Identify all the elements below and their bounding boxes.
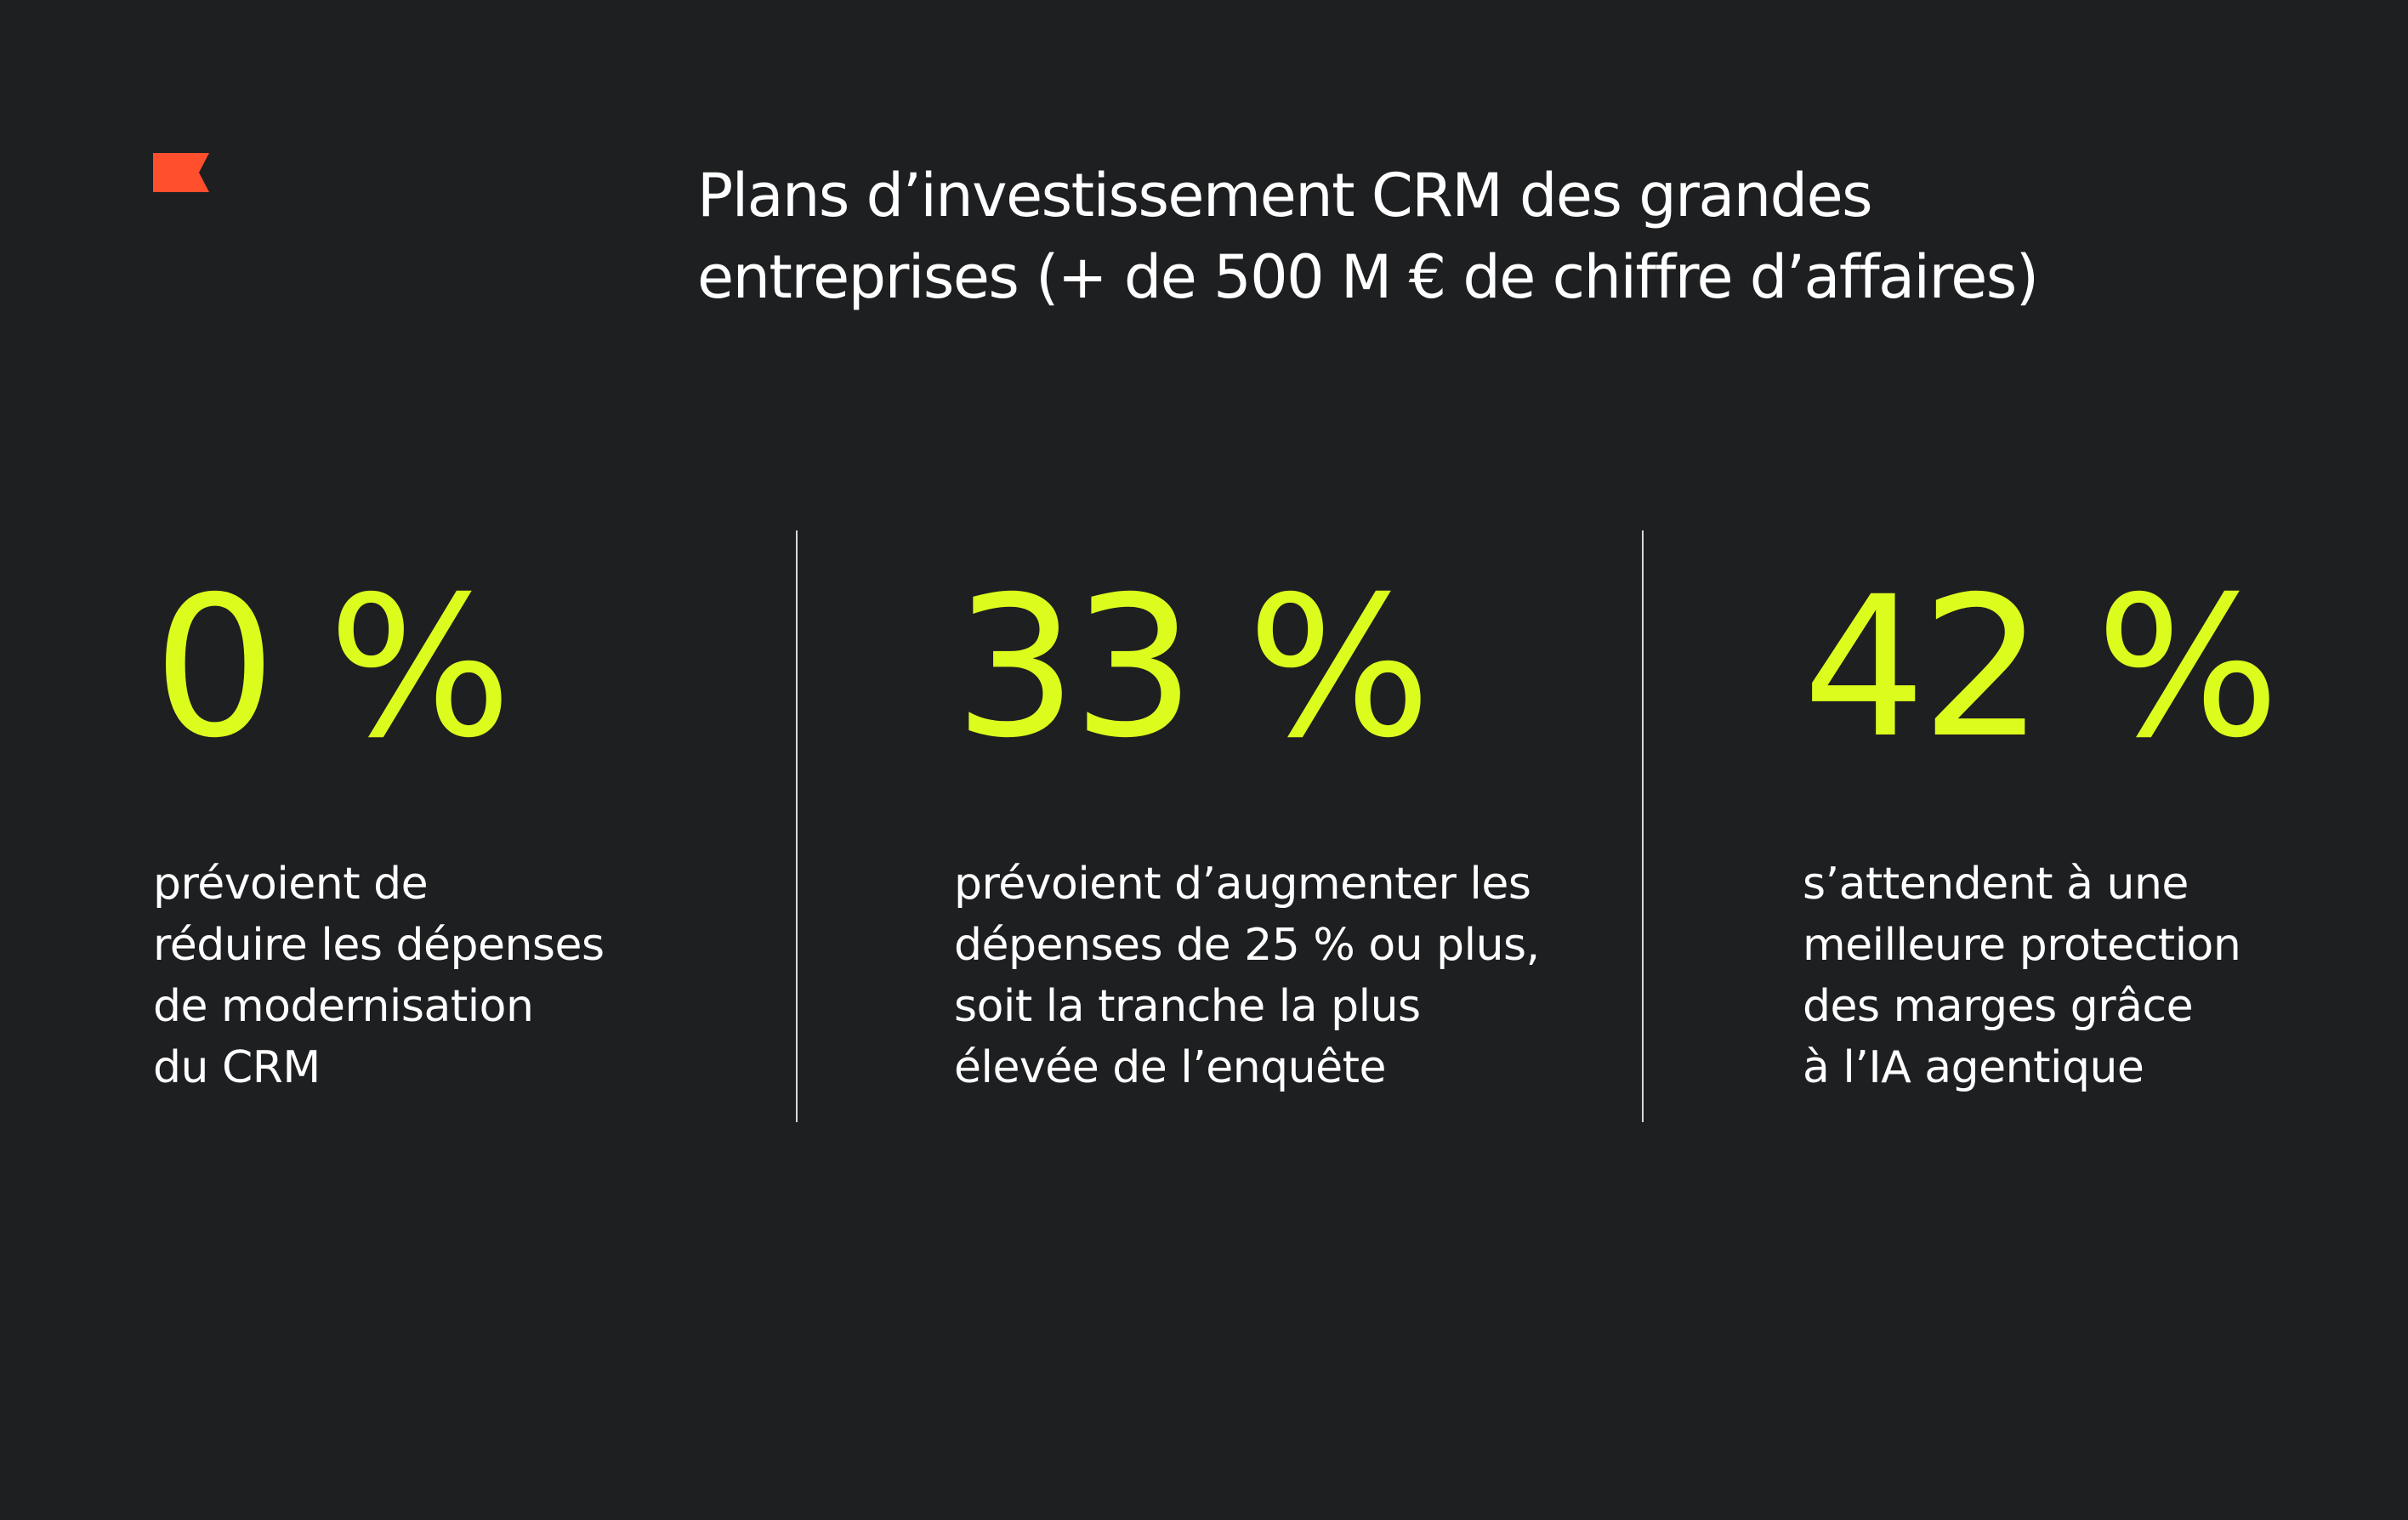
stat-description-line: prévoient de <box>153 859 429 910</box>
stat-description-line: des marges grâce <box>1803 981 2194 1032</box>
stat-description-line: meilleure protection <box>1803 920 2241 971</box>
column-divider <box>796 530 798 1122</box>
stat-description-line: prévoient d’augmenter les <box>954 859 1531 910</box>
title-line-1: Plans d’investissement CRM des grandes <box>697 161 1873 230</box>
stat-description: s’attendent à une meilleure protection d… <box>1803 854 2275 1098</box>
stat-description: prévoient d’augmenter les dépenses de 25… <box>954 854 1540 1098</box>
stat-description-line: élevée de l’enquête <box>954 1042 1387 1093</box>
stat-value: 42 % <box>1803 554 2280 780</box>
title-line-2: entreprises (+ de 500 M € de chiffre d’a… <box>697 242 2039 312</box>
stat-description: prévoient de réduire les dépenses de mod… <box>153 854 605 1098</box>
stat-description-line: de modernisation <box>153 981 534 1032</box>
flag-logo-icon <box>153 153 209 192</box>
stat-card-3: 42 % s’attendent à une meilleure protect… <box>1803 553 2280 1098</box>
stat-description-line: à l’IA agentique <box>1803 1042 2144 1093</box>
stat-description-line: s’attendent à une <box>1803 859 2189 910</box>
page-title: Plans d’investissement CRM des grandes e… <box>697 155 2143 318</box>
stat-description-line: soit la tranche la plus <box>954 981 1421 1032</box>
column-divider <box>1642 530 1644 1122</box>
stat-description-line: du CRM <box>153 1042 321 1093</box>
stat-value: 0 % <box>153 554 512 780</box>
stat-description-line: dépenses de 25 % ou plus, <box>954 920 1540 971</box>
stat-card-1: 0 % prévoient de réduire les dépenses de… <box>153 553 605 1098</box>
stat-description-line: réduire les dépenses <box>153 920 605 971</box>
stat-value: 33 % <box>954 554 1431 780</box>
stat-card-2: 33 % prévoient d’augmenter les dépenses … <box>954 553 1540 1098</box>
